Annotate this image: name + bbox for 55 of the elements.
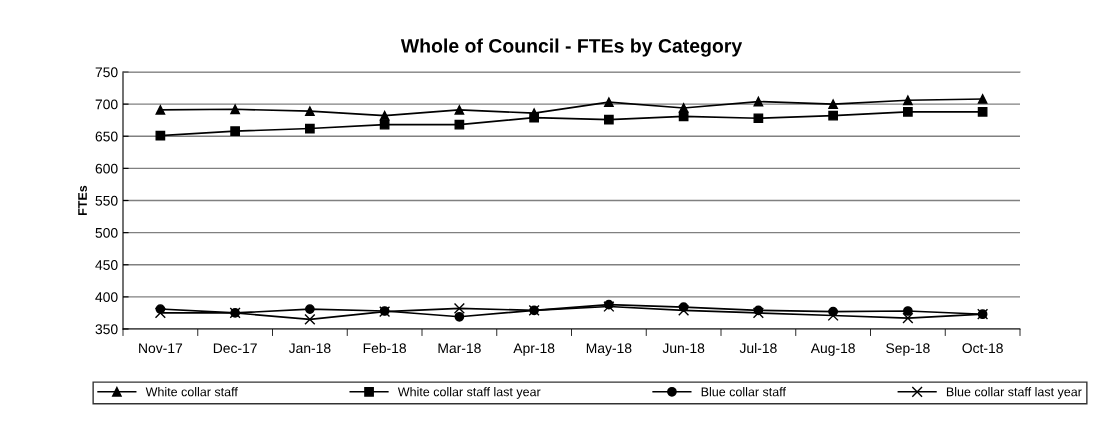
- x-tick-label: Apr-18: [513, 343, 555, 356]
- point: [903, 95, 913, 106]
- point: [379, 110, 390, 121]
- y-tick-label: 650: [95, 131, 118, 142]
- chart-title: Whole of Council - FTEs by Category: [400, 38, 743, 57]
- point: [903, 106, 913, 117]
- legend-label: White collar staff last year: [397, 387, 541, 399]
- point: [977, 94, 988, 104]
- point: [828, 110, 838, 121]
- point: [454, 311, 465, 322]
- y-tick-label: 350: [95, 324, 118, 335]
- point: [753, 113, 764, 124]
- point: [305, 304, 315, 314]
- point: [154, 307, 166, 319]
- x-tick-label: Jan-18: [288, 343, 331, 354]
- point: [753, 96, 764, 107]
- x-tick-label: Oct-18: [962, 343, 1003, 354]
- point: [604, 114, 614, 125]
- y-tick-label: 500: [95, 227, 118, 238]
- x-tick-label: Mar-18: [438, 343, 481, 354]
- point: [230, 104, 240, 115]
- point: [828, 99, 838, 109]
- x-tick-label: Nov-17: [139, 343, 183, 354]
- x-tick-label: Sep-18: [886, 343, 930, 356]
- x-tick-label: Aug-18: [810, 343, 855, 356]
- x-tick-label: May-18: [586, 343, 632, 356]
- point: [977, 106, 988, 117]
- y-tick-label: 700: [95, 99, 118, 110]
- x-tick-label: Dec-17: [213, 343, 257, 354]
- point: [678, 111, 689, 122]
- point: [902, 312, 914, 324]
- y-tick-label: 400: [95, 292, 118, 303]
- x-tick-label: Jun-18: [662, 343, 705, 354]
- point: [903, 306, 913, 316]
- point: [305, 123, 315, 134]
- point: [230, 126, 240, 136]
- point: [529, 112, 539, 123]
- point: [305, 106, 315, 117]
- y-tick-label: 750: [95, 67, 118, 78]
- point: [604, 97, 614, 108]
- point: [304, 313, 316, 325]
- point: [454, 119, 465, 130]
- point: [453, 302, 465, 314]
- legend-label: Blue collar staff last year: [946, 387, 1082, 399]
- y-axis-title: FTEs: [78, 185, 87, 215]
- y-tick-label: 600: [95, 163, 118, 174]
- x-tick-label: Feb-18: [363, 342, 407, 354]
- point: [454, 105, 465, 115]
- legend-label: Blue collar staff: [701, 387, 786, 397]
- point: [155, 105, 166, 115]
- x-tick-label: Jul-18: [739, 342, 777, 354]
- legend-label: White collar staff: [145, 387, 238, 397]
- point: [379, 119, 390, 130]
- y-tick-label: 450: [95, 260, 118, 270]
- y-tick-label: 550: [95, 195, 118, 206]
